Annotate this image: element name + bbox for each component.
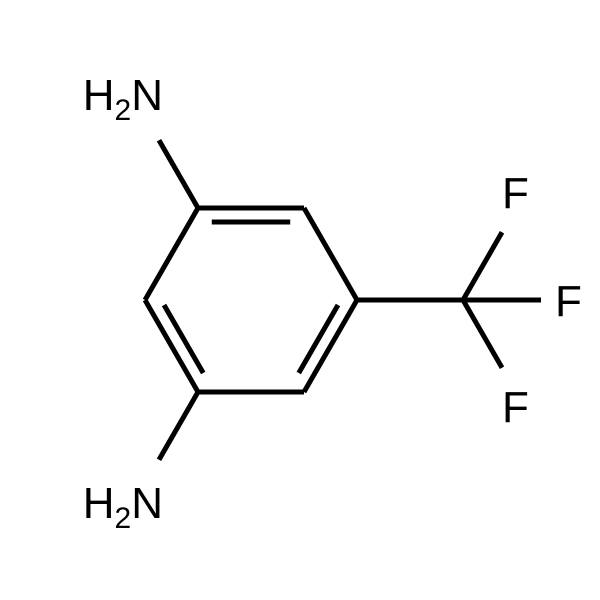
atom-label-n2: H2N bbox=[83, 479, 163, 535]
atom-label-f1: F bbox=[502, 169, 529, 218]
labels-layer: F F F H2N H2N bbox=[83, 71, 582, 535]
atom-label-f2: F bbox=[555, 277, 582, 326]
bonds-layer bbox=[145, 140, 541, 459]
molecule-diagram: F F F H2N H2N bbox=[0, 0, 600, 600]
atom-label-f3: F bbox=[502, 383, 529, 432]
atom-label-n1: H2N bbox=[83, 71, 163, 127]
